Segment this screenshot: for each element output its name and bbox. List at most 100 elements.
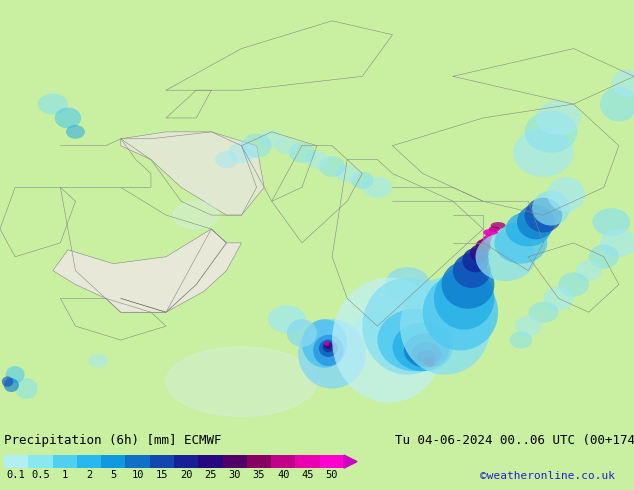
Ellipse shape [325,342,332,349]
Ellipse shape [524,198,562,232]
Bar [77,455,101,468]
Bar [4,455,29,468]
Ellipse shape [434,267,495,330]
Ellipse shape [462,248,489,272]
Ellipse shape [15,378,38,399]
Ellipse shape [423,274,498,350]
Ellipse shape [373,285,411,312]
Ellipse shape [517,205,555,240]
Ellipse shape [483,229,498,236]
Bar [295,455,320,468]
Text: 5: 5 [110,470,117,480]
Bar [198,455,223,468]
Bar [29,455,53,468]
Text: Tu 04-06-2024 00..06 UTC (00+174): Tu 04-06-2024 00..06 UTC (00+174) [395,434,634,447]
Ellipse shape [489,226,500,232]
Ellipse shape [482,236,491,243]
Text: 0.1: 0.1 [7,470,25,480]
Polygon shape [344,455,357,468]
Ellipse shape [268,305,306,333]
Text: 10: 10 [131,470,144,480]
Text: 0.5: 0.5 [31,470,50,480]
Text: Precipitation (6h) [mm] ECMWF: Precipitation (6h) [mm] ECMWF [4,434,221,447]
Ellipse shape [476,232,536,281]
Ellipse shape [242,134,272,158]
Ellipse shape [532,191,570,225]
Ellipse shape [510,331,532,349]
Ellipse shape [476,240,491,253]
Ellipse shape [427,362,434,367]
Ellipse shape [515,316,541,337]
Ellipse shape [491,222,506,229]
Ellipse shape [89,354,108,368]
Ellipse shape [261,130,283,147]
Ellipse shape [559,272,589,296]
Ellipse shape [377,309,453,371]
Ellipse shape [543,286,574,311]
Ellipse shape [506,212,551,246]
Ellipse shape [362,177,392,198]
Ellipse shape [2,376,13,387]
Ellipse shape [362,277,453,375]
Ellipse shape [470,245,489,262]
Text: 45: 45 [301,470,314,480]
Ellipse shape [336,165,358,182]
Ellipse shape [392,323,453,371]
Ellipse shape [593,208,630,236]
Ellipse shape [441,260,495,309]
Polygon shape [120,132,264,215]
Ellipse shape [547,177,585,212]
Ellipse shape [514,128,574,177]
Ellipse shape [423,357,434,365]
Ellipse shape [332,277,445,402]
Ellipse shape [536,100,581,135]
Text: 35: 35 [253,470,265,480]
Bar [101,455,126,468]
Text: 20: 20 [180,470,192,480]
Bar [126,455,150,468]
Polygon shape [53,229,242,312]
Bar [320,455,344,468]
Ellipse shape [404,333,449,368]
Ellipse shape [385,267,430,302]
Ellipse shape [287,319,317,347]
Bar [174,455,198,468]
Ellipse shape [324,341,330,346]
Bar [223,455,247,468]
Text: 25: 25 [204,470,217,480]
Ellipse shape [495,222,547,264]
Ellipse shape [611,70,634,97]
Bar [53,455,77,468]
Ellipse shape [355,314,385,338]
Ellipse shape [319,156,346,177]
Bar [150,455,174,468]
Ellipse shape [589,245,619,269]
Ellipse shape [66,125,85,139]
Ellipse shape [166,347,317,416]
Ellipse shape [215,151,238,168]
Ellipse shape [276,137,298,154]
Ellipse shape [319,340,338,357]
Ellipse shape [600,87,634,122]
Bar [247,455,271,468]
Text: 2: 2 [86,470,92,480]
Ellipse shape [288,142,315,163]
Ellipse shape [453,253,491,288]
Text: 1: 1 [61,470,68,480]
Text: 15: 15 [155,470,168,480]
Ellipse shape [228,142,255,163]
Ellipse shape [366,311,389,328]
Ellipse shape [4,378,19,392]
Ellipse shape [302,319,347,368]
Ellipse shape [298,319,366,389]
Ellipse shape [417,350,436,364]
Bar [271,455,295,468]
Ellipse shape [479,239,490,247]
Ellipse shape [174,201,219,229]
Ellipse shape [313,335,344,366]
Text: 30: 30 [228,470,241,480]
Ellipse shape [411,342,441,366]
Ellipse shape [576,260,602,281]
Text: 40: 40 [277,470,290,480]
Text: ©weatheronline.co.uk: ©weatheronline.co.uk [480,471,615,481]
